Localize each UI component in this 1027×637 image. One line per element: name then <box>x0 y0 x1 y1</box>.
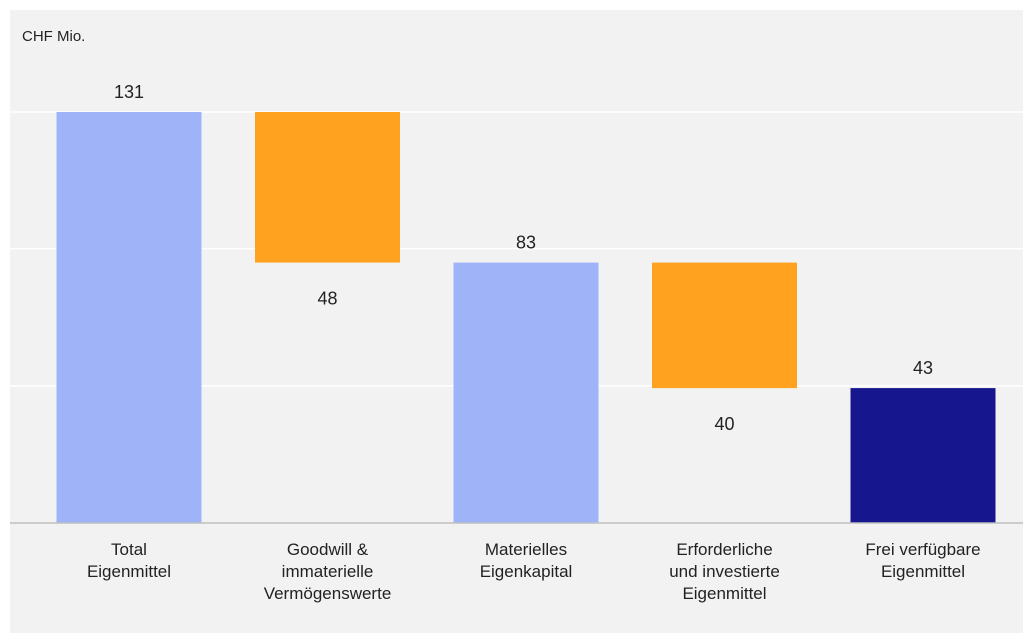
bar <box>850 388 996 523</box>
category-label: Materielles <box>485 540 567 559</box>
category-label: Eigenmittel <box>682 584 766 603</box>
data-label: 83 <box>516 233 536 253</box>
bar <box>652 262 797 389</box>
category-label: Erforderliche <box>676 540 772 559</box>
category-label: und investierte <box>669 562 780 581</box>
category-label: Total <box>111 540 147 559</box>
data-label: 40 <box>714 414 734 434</box>
data-label: 48 <box>317 289 337 309</box>
bar <box>255 112 400 263</box>
category-label: Goodwill & <box>287 540 369 559</box>
bar <box>453 262 599 523</box>
category-label: Eigenkapital <box>480 562 573 581</box>
category-label: Vermögenswerte <box>264 584 392 603</box>
bar <box>56 112 202 523</box>
data-label: 131 <box>114 82 144 102</box>
chart-panel: CHF Mio. 131 48 83 40 43 Total Eigenmittel Good… <box>10 10 1023 633</box>
category-label: Eigenmittel <box>87 562 171 581</box>
category-label: Frei verfügbare <box>865 540 980 559</box>
category-label: immaterielle <box>282 562 374 581</box>
data-label: 43 <box>913 358 933 378</box>
unit-label: CHF Mio. <box>22 28 86 45</box>
category-label: Eigenmittel <box>881 562 965 581</box>
waterfall-chart: 131 48 83 40 43 Total Eigenmittel Goodwill & imm… <box>10 82 1023 603</box>
